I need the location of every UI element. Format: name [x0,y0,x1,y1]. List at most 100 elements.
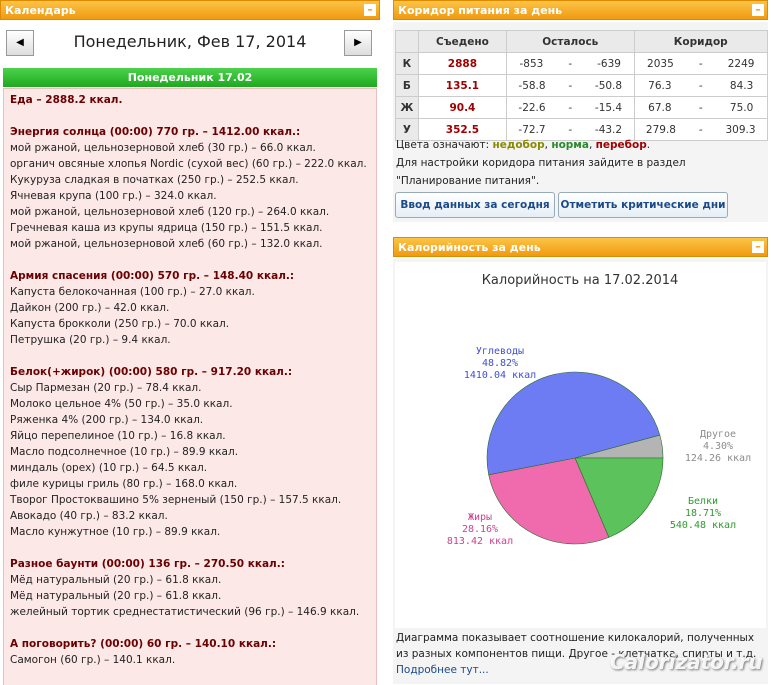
legend-word: перебор [595,139,647,151]
food-line: Гречневая каша из крупы ядрица (150 гр.)… [10,222,323,234]
food-line: Самогон (60 гр.) – 140.1 ккал. [10,654,176,666]
food-line: Мёд натуральный (20 гр.) – 61.8 ккал. [10,590,222,602]
prev-day[interactable]: ◀ [6,30,34,56]
range-sep: - [568,57,573,70]
range-sep: - [568,123,573,136]
corridor-table: Съедено Осталось Коридор К 2888 -853- -639 2035… [395,30,768,141]
food-line: миндаль (орех) (10 гр.) – 64.5 ккал. [10,462,208,474]
pie-slice [488,457,610,545]
collapse-button[interactable]: – [364,4,376,16]
header-row: Съедено Осталось Коридор [395,30,768,53]
button[interactable]: Отметить критические дни [558,192,728,218]
food-line: желейный тортик среднестатистический (96… [10,606,360,618]
range-to: 2249 [727,57,755,70]
food-line: Авокадо (40 гр.) – 83.2 ккал. [10,510,168,522]
food-line: Кукуруза сладкая в початках (250 гр.) – … [10,174,299,186]
slice-energy: 540.48 ккал [670,520,736,531]
range-sep: - [568,101,573,114]
food-line: филе курицы гриль (80 гр.) – 168.0 ккал. [10,478,238,490]
range-to: 75.0 [729,101,754,114]
legend-prefix: Цвета означают: [396,139,490,151]
slice-energy: 1410.04 ккал [464,370,536,381]
food-line: органич овсяные хлопья Nordic (сухой вес… [10,158,367,170]
meal-title: Еда – 2888.2 ккал. [10,94,123,106]
left-cell: -853 - -639 [506,52,635,75]
range-from: -22.6 [518,101,546,114]
food-line: мой ржаной, цельнозерновой хлеб (120 гр.… [10,206,330,218]
range-cell: 279.8 - 309.3 [633,118,768,141]
more-link[interactable]: Подробнее тут... [396,664,489,676]
note: Для настройки коридора питания зайдите в… [396,157,686,169]
chart-footer: Диаграмма показывает соотношение килокал… [396,630,766,678]
range: -58.8 - -50.8 [507,80,633,92]
header-text: Календарь [5,4,76,17]
row-label: Б [395,74,419,97]
slice-percent: 18.71% [685,508,721,519]
food-line: Масло подсолнечное (10 гр.) – 89.9 ккал. [10,446,239,458]
slice-name: Углеводы [476,346,524,357]
left-cell: -22.6 - -15.4 [506,96,635,119]
range-from: 76.3 [648,79,672,92]
food-line: мой ржаной, цельнозерновой хлеб (30 гр.)… [10,142,316,154]
meal-title: Армия спасения (00:00) 570 гр. – 148.40 … [10,270,295,282]
header-text: Калорийность за день [398,241,541,254]
range-from: -853 [519,57,544,70]
eaten-cell: 352.5 [417,118,508,141]
row-label: Ж [395,96,419,119]
range-sep: - [568,79,573,92]
meal-title: Энергия солнца (00:00) 770 гр. – 1412.00… [10,126,301,138]
slice-energy: 813.42 ккал [447,536,513,547]
pie-slice [574,457,664,538]
meal-title: А поговорить? (00:00) 60 гр. – 140.10 кк… [10,638,277,650]
legend-word: норма [551,139,589,151]
footer-text: Диаграмма показывает соотношение килокал… [396,632,757,660]
range: -22.6 - -15.4 [507,102,633,114]
row-label: К [395,52,419,75]
food-line: Ячневая крупа (100 гр.) – 324.0 ккал. [10,190,217,202]
day-bar: Понедельник 17.02 [3,68,377,87]
range-to: -639 [597,57,621,70]
table-row: Ж 90.4 -22.6 - -15.4 67.8 - 75.0 [395,96,768,119]
left-cell: -58.8 - -50.8 [506,74,635,97]
table-row: Б 135.1 -58.8 - -50.8 76.3 - 84.3 [395,74,768,97]
row-label: У [395,118,419,141]
header-cell: Съедено [417,30,508,53]
food-line: Ряженка 4% (200 гр.) – 134.0 ккал. [10,414,204,426]
range-to: -43.2 [594,123,623,136]
range: 76.3 - 84.3 [635,80,768,92]
eaten-cell: 135.1 [417,74,508,97]
calendar-header: Календарь – [0,0,380,20]
range-sep: - [698,79,703,92]
range-to: 309.3 [725,123,756,136]
watermark: Calorizator.ru [610,650,763,674]
next-day[interactable]: ▶ [344,30,372,56]
range-from: -58.8 [518,79,546,92]
button[interactable]: Ввод данных за сегодня [395,192,555,218]
collapse-button[interactable]: – [752,241,764,253]
eaten-cell: 90.4 [417,96,508,119]
chart-title: Калорийность на 17.02.2014 [482,273,679,288]
left-cell: -72.7 - -43.2 [506,118,635,141]
food-line: Петрушка (20 гр.) – 9.4 ккал. [10,334,171,346]
slice-percent: 48.82% [482,358,518,369]
eaten-cell: 2888 [417,52,508,75]
slice-name: Жиры [468,512,492,523]
range-cell: 67.8 - 75.0 [633,96,768,119]
slice-name: Другое [700,429,736,440]
range-from: -72.7 [518,123,546,136]
range-from: 67.8 [648,101,672,114]
pie-slice [486,371,661,476]
range-to: -50.8 [594,79,623,92]
calories-header: Калорийность за день – [393,237,768,257]
food-line: Творог Простоквашино 5% зерненый (150 гр… [10,494,342,506]
food-line: Масло кунжутное (10 гр.) – 89.9 ккал. [10,526,221,538]
range: -853 - -639 [507,58,633,70]
range: 279.8 - 309.3 [635,124,768,136]
range-to: -15.4 [594,101,623,114]
range-to: 84.3 [729,79,754,92]
date-title: Понедельник, Фев 17, 2014 [73,32,307,51]
range-sep: - [698,101,703,114]
food-line: Молоко цельное 4% (50 гр.) – 35.0 ккал. [10,398,233,410]
collapse-button[interactable]: – [752,4,764,16]
food-line: Дайкон (200 гр.) – 42.0 ккал. [10,302,170,314]
